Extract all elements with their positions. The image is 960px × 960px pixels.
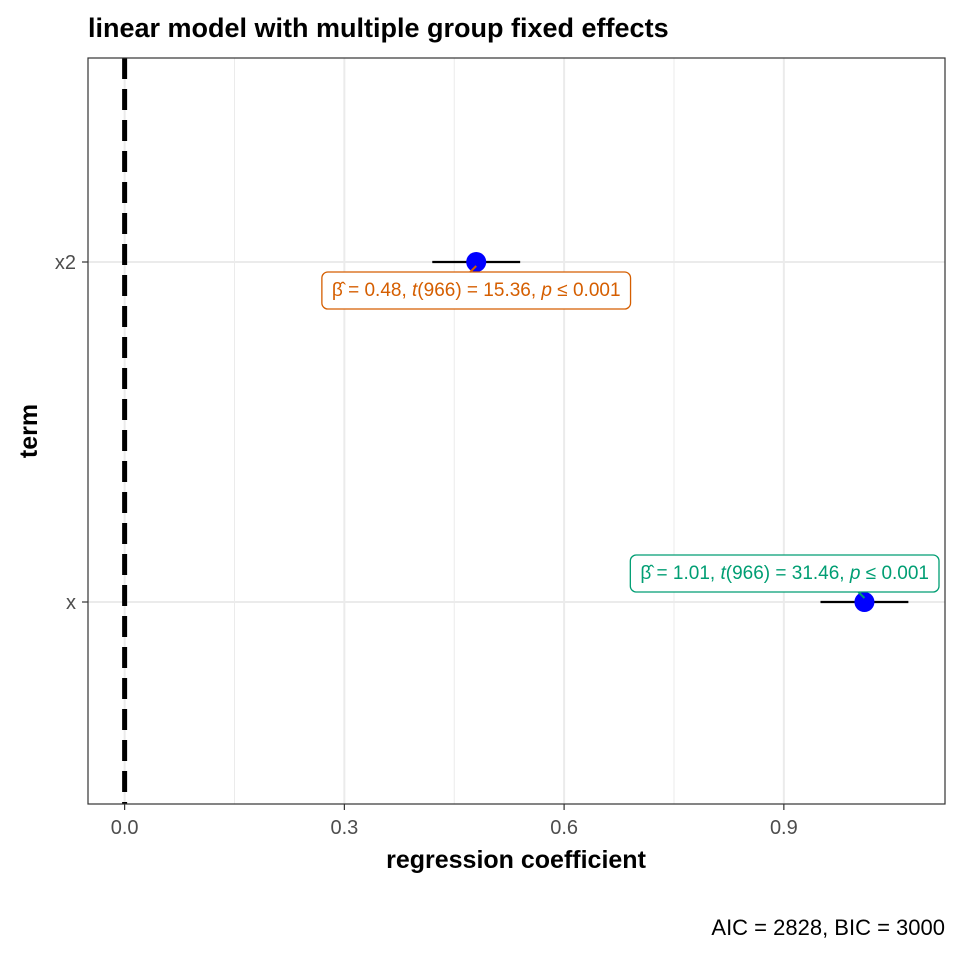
x-tick-label: 0.9: [770, 817, 798, 839]
chart-title: linear model with multiple group fixed e…: [88, 13, 669, 43]
x-tick-label: 0.6: [550, 817, 578, 839]
y-tick-label: x2: [55, 252, 76, 274]
y-tick-label: x: [66, 592, 76, 614]
plot-panel: [88, 58, 945, 804]
annotation-x2: β̂ = 0.48, t(966) = 15.36, p ≤ 0.001: [322, 266, 631, 309]
x-tick-label: 0.0: [111, 817, 139, 839]
x-axis-title: regression coefficient: [386, 846, 646, 874]
y-axis-title: term: [15, 404, 43, 458]
estimate-point-x: [854, 592, 874, 612]
estimate-point-x2: [466, 252, 486, 272]
annotation-x: β̂ = 1.01, t(966) = 31.46, p ≤ 0.001: [630, 555, 939, 598]
annotation-text-x: β̂ = 1.01, t(966) = 31.46, p ≤ 0.001: [640, 563, 929, 584]
annotation-text-x2: β̂ = 0.48, t(966) = 15.36, p ≤ 0.001: [332, 280, 621, 301]
x-tick-label: 0.3: [330, 817, 358, 839]
model-fit-caption: AIC = 2828, BIC = 3000: [711, 915, 945, 940]
